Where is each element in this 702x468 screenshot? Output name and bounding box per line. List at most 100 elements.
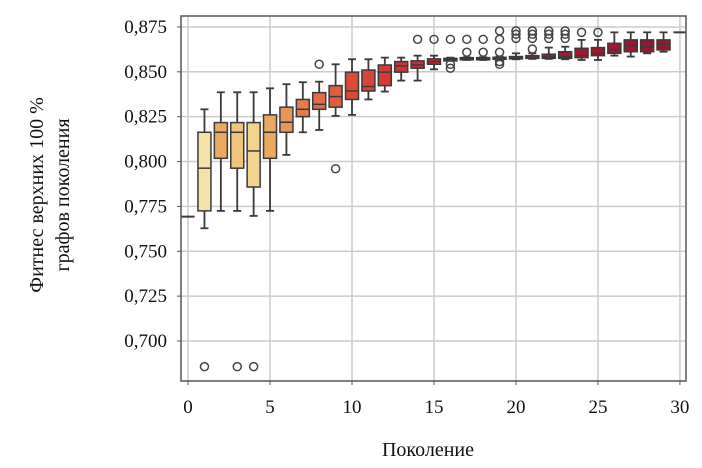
outlier-point (494, 34, 505, 45)
box-iqr (607, 42, 622, 55)
outlier-point (494, 56, 505, 67)
box-generation-20 (508, 26, 524, 61)
box-iqr (246, 121, 261, 188)
outlier-point (544, 33, 554, 44)
x-tick-label: 25 (588, 397, 607, 418)
box-generation-8 (311, 59, 327, 131)
outlier-point (462, 47, 472, 57)
outlier-point (199, 361, 210, 372)
outlier-point (511, 33, 521, 44)
box-generation-16 (443, 34, 458, 73)
box-generation-26 (607, 31, 622, 57)
outlier-point (445, 63, 456, 73)
outlier-point (494, 59, 505, 70)
y-tick-label: 0,700 (124, 331, 167, 352)
y-tick-label: 0,825 (124, 107, 167, 128)
x-axis-ticks: 0 5 10 15 20 25 30 (183, 381, 689, 418)
outlier-point (593, 27, 603, 38)
box-iqr (262, 114, 278, 160)
box-iqr (590, 46, 606, 57)
outlier-point (560, 33, 570, 44)
box-generation-29 (656, 31, 671, 53)
box-iqr (557, 50, 573, 60)
box-generation-6 (279, 83, 294, 156)
box-generation-25 (590, 27, 606, 61)
grid (181, 16, 686, 381)
x-tick-label: 30 (670, 397, 689, 418)
outlier-point (330, 163, 341, 174)
box-iqr (197, 131, 212, 212)
outlier-point (232, 361, 242, 372)
y-axis-label: Фитнес верхних 100 % графов поколения (26, 97, 74, 292)
box-generation-13 (393, 56, 409, 82)
box-iqr (311, 91, 327, 111)
outlier-point (248, 361, 259, 372)
y-axis-label-line-1: Фитнес верхних 100 % (26, 97, 48, 292)
y-tick-label: 0,775 (124, 196, 167, 217)
box-iqr (541, 53, 557, 60)
outlier-point (494, 47, 505, 57)
x-tick-label: 20 (506, 397, 525, 418)
outlier-point (429, 34, 439, 45)
outlier-point (494, 26, 505, 36)
box-iqr (361, 69, 376, 92)
box-generation-12 (377, 56, 393, 93)
outlier-point (445, 34, 456, 45)
box-iqr (279, 106, 294, 134)
outlier-point (560, 29, 570, 40)
box-iqr (295, 98, 311, 118)
box-generation-18 (475, 34, 491, 61)
box-generation-11 (361, 58, 376, 101)
box-iqr (393, 60, 409, 73)
x-tick-label: 10 (343, 397, 362, 418)
y-axis-label-line-2: графов поколения (52, 118, 74, 271)
outlier-point (527, 29, 538, 40)
x-tick-label: 0 (183, 397, 193, 418)
outlier-point (527, 44, 538, 54)
box-iqr (344, 71, 360, 101)
box-generation-19 (492, 26, 507, 70)
outlier-point (576, 27, 587, 38)
box-generation-2 (213, 91, 229, 212)
outlier-point (445, 59, 456, 70)
box-iqr (639, 39, 655, 53)
box-generation-9 (328, 63, 343, 174)
y-tick-label: 0,750 (124, 241, 167, 262)
outlier-point (314, 59, 324, 70)
y-tick-label: 0,850 (124, 62, 167, 83)
outlier-point (544, 29, 554, 40)
boxes (181, 26, 687, 372)
box-generation-3 (229, 91, 245, 372)
x-axis-label: Поколение (382, 439, 474, 461)
outlier-point (511, 29, 521, 40)
box-generation-7 (295, 81, 311, 134)
y-tick-label: 0,725 (124, 286, 167, 307)
x-tick-label: 5 (265, 397, 275, 418)
y-tick-label: 0,800 (124, 152, 167, 173)
outlier-point (478, 34, 488, 45)
box-iqr (377, 64, 393, 87)
outlier-point (462, 34, 472, 45)
box-generation-15 (426, 34, 442, 71)
box-generation-27 (623, 31, 638, 58)
y-tick-label: 0,875 (124, 17, 167, 38)
box-generation-22 (541, 26, 557, 60)
y-axis-ticks: 0,700 0,725 0,750 0,775 0,800 0,825 0,850 0,875 (124, 17, 181, 352)
box-generation-10 (344, 58, 360, 116)
box-generation-23 (557, 26, 573, 61)
x-tick-label: 15 (424, 397, 443, 418)
outlier-point (412, 34, 423, 45)
box-generation-17 (459, 34, 475, 61)
box-generation-4 (246, 91, 261, 372)
box-generation-21 (525, 26, 540, 60)
box-iqr (213, 121, 229, 160)
box-generation-14 (410, 34, 425, 82)
outlier-point (478, 47, 488, 57)
box-generation-1 (197, 108, 212, 372)
box-generation-5 (262, 87, 278, 212)
outlier-point (527, 33, 538, 44)
box-generation-28 (639, 31, 655, 55)
box-iqr (574, 47, 589, 59)
box-generation-24 (574, 27, 589, 61)
